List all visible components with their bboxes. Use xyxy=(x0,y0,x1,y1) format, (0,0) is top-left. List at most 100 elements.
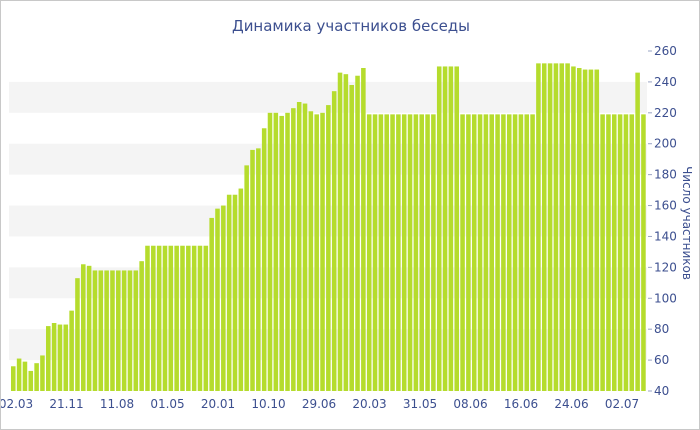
bar xyxy=(279,115,284,391)
y-tick-label: 260 xyxy=(654,44,677,58)
bar xyxy=(361,68,366,391)
bar xyxy=(378,114,384,392)
y-tick-label: 80 xyxy=(654,322,669,336)
bar xyxy=(226,194,232,391)
bar xyxy=(401,114,407,392)
bar xyxy=(337,72,343,391)
bar xyxy=(611,114,617,392)
y-tick-label: 120 xyxy=(654,260,677,274)
bar xyxy=(501,114,506,392)
y-tick-label: 180 xyxy=(654,168,677,182)
bar xyxy=(11,366,16,391)
x-tick-label: 08.06 xyxy=(453,397,487,411)
bar xyxy=(57,324,63,391)
y-axis-label: Число участников xyxy=(680,166,694,280)
y-tick-label: 220 xyxy=(654,106,677,120)
bar xyxy=(407,114,413,392)
bar xyxy=(506,114,512,392)
bar xyxy=(442,66,448,391)
bar xyxy=(431,114,436,392)
bar xyxy=(320,112,325,391)
bar xyxy=(372,114,378,392)
bar xyxy=(151,245,156,391)
bar xyxy=(180,245,185,391)
bar xyxy=(174,245,179,391)
bar xyxy=(524,114,530,392)
y-tick-label: 100 xyxy=(654,291,677,305)
bar xyxy=(419,114,424,392)
bar xyxy=(63,324,69,391)
y-tick-label: 60 xyxy=(654,353,669,367)
x-axis-ticks: 02.03 21.11 11.08 01.05 20.01 10.10 29.06 20.03… xyxy=(1,397,639,411)
bar xyxy=(547,63,553,392)
bar xyxy=(466,114,471,392)
bar xyxy=(81,264,86,391)
bar xyxy=(413,114,419,392)
y-tick-label: 40 xyxy=(654,384,669,398)
x-tick-label: 24.06 xyxy=(554,397,588,411)
bar xyxy=(86,265,92,391)
bar xyxy=(530,114,535,392)
bar xyxy=(308,111,314,392)
bar xyxy=(641,114,646,392)
bar xyxy=(92,270,98,391)
bar xyxy=(256,148,261,391)
x-tick-label: 21.11 xyxy=(49,397,83,411)
y-tick-label: 200 xyxy=(654,137,677,151)
bar xyxy=(168,245,174,391)
bar xyxy=(390,114,395,392)
x-tick-label: 20.01 xyxy=(201,397,235,411)
bar xyxy=(221,205,226,391)
bar xyxy=(355,75,360,391)
bar xyxy=(104,270,109,391)
x-tick-label: 16.06 xyxy=(504,397,538,411)
bar xyxy=(250,149,255,391)
bar xyxy=(635,72,640,391)
bar xyxy=(553,63,559,392)
bar xyxy=(98,270,104,391)
bar xyxy=(326,105,331,391)
bar xyxy=(191,245,197,391)
bar xyxy=(238,188,244,391)
bar xyxy=(28,370,34,391)
bar xyxy=(156,245,162,391)
bar xyxy=(454,66,459,391)
bar xyxy=(261,128,267,391)
bar xyxy=(425,114,430,392)
y-tick-label: 160 xyxy=(654,199,677,213)
bar xyxy=(366,114,372,392)
bar xyxy=(314,114,319,392)
bar xyxy=(349,85,354,391)
bar xyxy=(203,245,209,391)
bars-group xyxy=(11,63,646,392)
bar xyxy=(576,68,582,391)
bar xyxy=(34,363,39,391)
bar xyxy=(267,112,273,391)
bar xyxy=(110,270,115,391)
bar xyxy=(22,361,28,391)
bar xyxy=(16,358,22,391)
bar xyxy=(197,245,203,391)
bar xyxy=(489,114,495,392)
bar xyxy=(541,63,547,392)
x-tick-label: 11.08 xyxy=(100,397,134,411)
bar xyxy=(518,114,524,392)
x-tick-label: 31.05 xyxy=(403,397,437,411)
bar xyxy=(133,270,139,391)
x-tick-label: 01.05 xyxy=(150,397,184,411)
bar xyxy=(384,114,389,392)
bar xyxy=(617,114,623,392)
y-axis-ticks: 40 60 80 100 120 140 160 180 200 220 240 260 xyxy=(648,44,677,398)
bar xyxy=(127,270,133,391)
bar xyxy=(571,66,576,391)
bar xyxy=(396,114,401,392)
bar xyxy=(244,165,249,391)
bar xyxy=(232,194,238,391)
bar xyxy=(559,63,565,392)
bar xyxy=(285,112,290,391)
bar xyxy=(588,69,594,392)
bar xyxy=(209,217,214,391)
bar xyxy=(629,114,635,392)
bar xyxy=(623,114,629,392)
